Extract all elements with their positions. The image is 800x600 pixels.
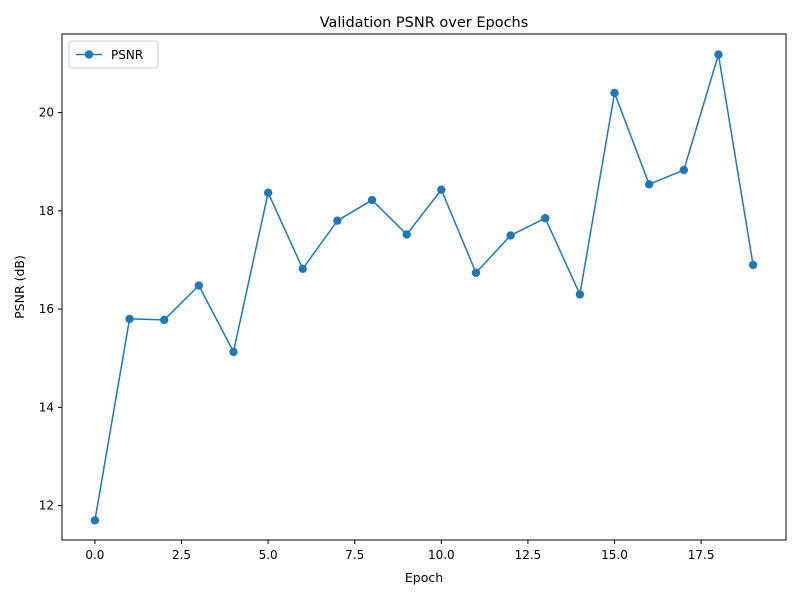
data-point bbox=[714, 50, 723, 59]
x-tick-label: 12.5 bbox=[515, 548, 542, 562]
data-point bbox=[575, 290, 585, 299]
data-point bbox=[679, 165, 689, 175]
y-axis: 12 14 16 18 20 bbox=[39, 106, 62, 513]
x-axis-label: Epoch bbox=[405, 570, 443, 585]
data-point bbox=[229, 347, 238, 357]
x-tick-label: 0.0 bbox=[85, 548, 104, 562]
data-point bbox=[125, 314, 134, 324]
data-point bbox=[333, 216, 342, 225]
x-tick-label: 17.5 bbox=[688, 548, 715, 562]
data-point bbox=[610, 88, 619, 98]
legend-marker bbox=[84, 50, 94, 59]
x-tick-label: 15.0 bbox=[601, 548, 628, 562]
data-point bbox=[159, 315, 169, 325]
series-line bbox=[94, 53, 754, 521]
data-point bbox=[748, 260, 758, 270]
data-point bbox=[263, 188, 273, 197]
x-tick-label: 5.0 bbox=[259, 548, 278, 562]
x-tick-label: 7.5 bbox=[345, 548, 364, 562]
data-point bbox=[298, 264, 307, 274]
data-point bbox=[194, 281, 204, 290]
data-point bbox=[402, 230, 411, 239]
data-point bbox=[644, 180, 654, 189]
data-point bbox=[437, 185, 446, 194]
chart-title: Validation PSNR over Epochs bbox=[320, 15, 529, 31]
plot-area bbox=[90, 50, 758, 525]
data-point bbox=[367, 195, 377, 205]
y-tick-label: 14 bbox=[39, 400, 54, 414]
y-tick-label: 16 bbox=[39, 302, 54, 316]
data-point bbox=[471, 268, 481, 277]
y-tick-label: 20 bbox=[39, 106, 54, 120]
x-axis: 0.0 2.5 5.0 7.5 10.0 12.5 15.0 17.5 bbox=[85, 540, 714, 562]
legend: PSNR bbox=[68, 40, 159, 69]
legend-box bbox=[68, 40, 159, 69]
data-point bbox=[506, 231, 515, 240]
data-point bbox=[541, 214, 550, 223]
y-tick-label: 12 bbox=[39, 499, 54, 513]
legend-label: PSNR bbox=[111, 48, 143, 62]
y-tick-label: 18 bbox=[39, 204, 54, 218]
x-tick-label: 2.5 bbox=[172, 548, 191, 562]
x-tick-label: 10.0 bbox=[428, 548, 455, 562]
y-axis-label: PSNR (dB) bbox=[12, 255, 27, 319]
data-point bbox=[90, 516, 100, 525]
plot-frame bbox=[61, 33, 787, 541]
